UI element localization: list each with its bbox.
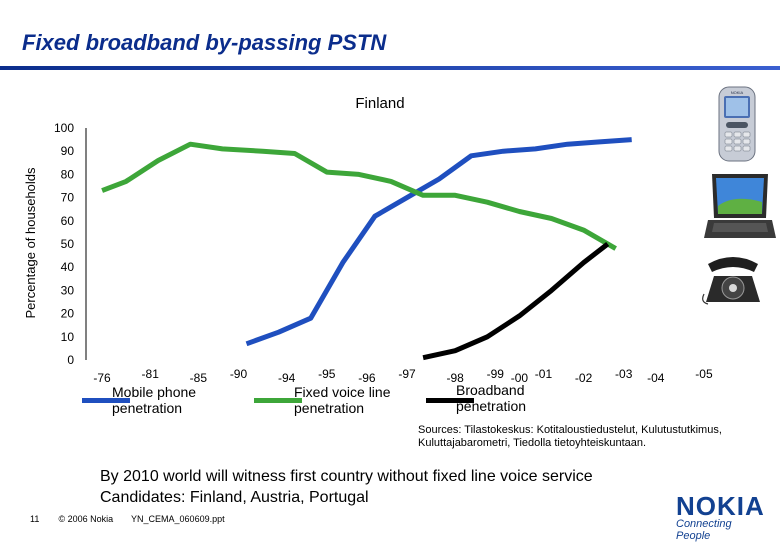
legend-label-mobile: Mobile phone penetration — [112, 384, 197, 416]
mobile-phone-icon: NOKIA — [718, 86, 756, 162]
y-tick-label: 70 — [61, 191, 75, 205]
file-name: YN_CEMA_060609.ppt — [131, 514, 225, 524]
series-line-0 — [245, 137, 632, 347]
x-tick-label: -76 — [93, 371, 111, 385]
x-tick-label: -00 — [511, 371, 529, 385]
sources-line-2: Kuluttajabarometri, Tiedolla tietoyhteis… — [418, 437, 647, 449]
x-tick-label: -99 — [487, 367, 505, 381]
sources-note: Sources: Tilastokeskus: Kotitaloustiedus… — [418, 424, 722, 450]
x-tick-labels: -76 -81 -85 -90 -94 -95 -96 -97 -98 -99 -00 -01 -02 -… — [93, 367, 713, 385]
chart-title: Finland — [355, 95, 404, 112]
series-lines — [101, 137, 632, 361]
telephone-icon — [702, 257, 760, 305]
y-tick-label: 10 — [61, 330, 75, 344]
x-tick-label: -94 — [278, 371, 296, 385]
y-tick-labels: 0 10 20 30 40 50 60 70 80 90 100 — [54, 121, 74, 367]
line-chart: Finland Percentage of households 0 10 20 30… — [23, 95, 713, 385]
x-tick-label: -03 — [615, 367, 633, 381]
y-axis-label: Percentage of households — [23, 167, 38, 319]
legend-swatch-mobile — [82, 398, 130, 403]
key-message-line-2: Candidates: Finland, Austria, Portugal — [100, 489, 369, 506]
title-divider — [0, 66, 780, 70]
series-line-2 — [422, 242, 610, 361]
x-tick-label: -97 — [398, 367, 416, 381]
legend-swatch-fixed — [254, 398, 302, 403]
legend-label-broadband: Broadband penetration — [456, 382, 527, 414]
key-message: By 2010 world will witness first country… — [100, 466, 593, 508]
sources-line-1: Sources: Tilastokeskus: Kotitaloustiedus… — [418, 424, 722, 436]
brand-name: NOKIA — [676, 491, 765, 521]
slide-title: Fixed broadband by-passing PSTN — [22, 30, 387, 55]
x-tick-label: -96 — [358, 371, 376, 385]
y-tick-label: 40 — [61, 260, 75, 274]
slide-footer: 11 © 2006 Nokia YN_CEMA_060609.ppt — [30, 514, 225, 524]
legend: Mobile phone penetration Fixed voice lin… — [82, 382, 527, 416]
svg-text:NOKIA: NOKIA — [731, 90, 744, 95]
x-tick-label: -05 — [695, 367, 713, 381]
y-tick-label: 0 — [67, 353, 74, 367]
legend-swatch-broadband — [426, 398, 474, 403]
legend-label-fixed: Fixed voice line penetration — [294, 384, 391, 416]
y-tick-label: 60 — [61, 214, 75, 228]
brand-slogan: Connecting People — [676, 518, 732, 542]
x-tick-label: -98 — [447, 371, 465, 385]
x-tick-label: -02 — [575, 371, 593, 385]
x-tick-label: -04 — [647, 371, 665, 385]
laptop-icon — [704, 174, 776, 238]
y-tick-label: 90 — [61, 144, 75, 158]
y-tick-label: 100 — [54, 121, 74, 135]
key-message-line-1: By 2010 world will witness first country… — [100, 468, 593, 485]
page-number: 11 — [30, 514, 40, 524]
y-tick-label: 20 — [61, 307, 75, 321]
y-tick-label: 30 — [61, 283, 75, 297]
y-tick-label: 50 — [61, 237, 75, 251]
x-tick-label: -01 — [535, 367, 553, 381]
x-tick-label: -81 — [142, 367, 160, 381]
y-tick-label: 80 — [61, 167, 75, 181]
x-tick-label: -95 — [318, 367, 336, 381]
copyright: © 2006 Nokia — [58, 514, 114, 524]
nokia-logo: NOKIA Connecting People — [676, 491, 768, 542]
x-tick-label: -85 — [190, 371, 208, 385]
series-line-1 — [101, 141, 617, 251]
x-tick-label: -90 — [230, 367, 248, 381]
